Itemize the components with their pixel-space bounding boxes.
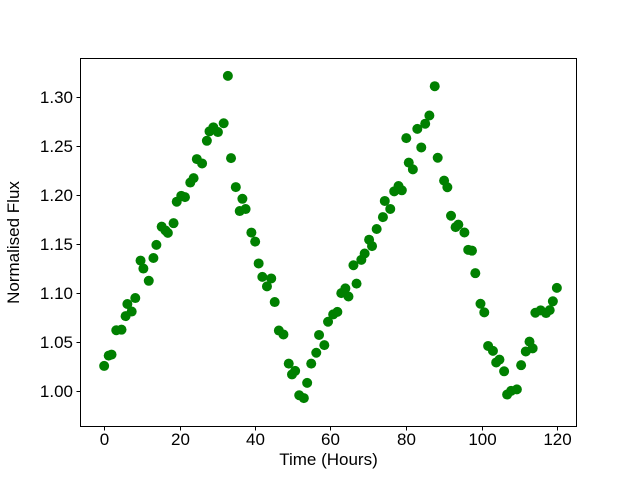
svg-text:40: 40 [246, 430, 265, 449]
svg-text:120: 120 [543, 430, 571, 449]
svg-text:1.05: 1.05 [40, 333, 73, 352]
svg-text:1.10: 1.10 [40, 284, 73, 303]
svg-text:1.15: 1.15 [40, 235, 73, 254]
svg-text:1.25: 1.25 [40, 137, 73, 156]
svg-text:0: 0 [100, 430, 109, 449]
svg-text:Time (Hours): Time (Hours) [279, 450, 378, 469]
svg-text:1.20: 1.20 [40, 186, 73, 205]
svg-text:1.30: 1.30 [40, 88, 73, 107]
svg-text:1.00: 1.00 [40, 382, 73, 401]
svg-text:80: 80 [397, 430, 416, 449]
svg-text:60: 60 [321, 430, 340, 449]
svg-text:Normalised Flux: Normalised Flux [4, 181, 23, 304]
svg-text:20: 20 [171, 430, 190, 449]
svg-text:100: 100 [468, 430, 496, 449]
